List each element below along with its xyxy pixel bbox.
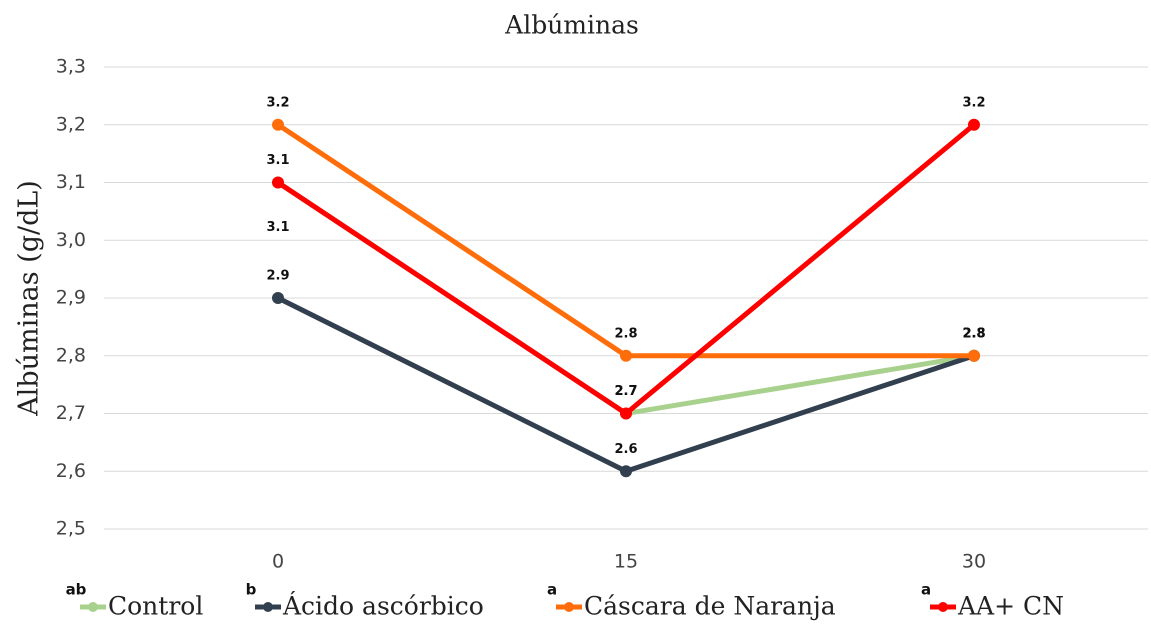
data-label: 3.2 [962,95,985,110]
y-tick-label: 3,3 [56,56,86,78]
chart-title: Albúminas [504,11,639,40]
legend-swatch-dot [88,602,98,612]
legend-superscript: a [921,581,931,599]
point [272,118,284,131]
data-label: 2.8 [614,326,637,341]
legend-label: AA+ CN [957,592,1064,621]
point [272,176,284,189]
y-tick-label: 3,2 [56,113,86,135]
data-label: 2.6 [614,442,637,457]
data-label: 2.7 [614,384,637,399]
y-tick-label: 3,1 [56,171,86,193]
legend-superscript: b [246,581,257,599]
x-tick-label: 0 [272,551,284,573]
x-tick-label: 30 [962,551,986,573]
legend-superscript: a [547,581,557,599]
legend-swatch-dot [564,602,574,612]
point [968,349,980,362]
legend-label: Cáscara de Naranja [584,592,836,621]
y-tick-label: 2,7 [56,402,86,424]
point [620,349,632,362]
data-label: 2.8 [962,326,985,341]
y-axis-label: Albúminas (g/dL) [14,180,45,417]
legend-swatch-dot [938,602,948,612]
y-tick-label: 3,0 [56,229,86,251]
legend-swatch-dot [263,602,273,612]
point [272,292,284,304]
y-tick-label: 2,6 [56,460,86,482]
data-label: 2.8 [962,326,985,341]
point [620,407,632,420]
legend-superscript: ab [66,581,87,599]
y-tick-label: 2,8 [56,344,86,366]
data-label: 3.1 [266,220,289,235]
data-label: 2.9 [266,269,289,284]
y-tick-label: 2,9 [56,287,86,309]
x-tick-label: 15 [614,551,638,573]
series-line [276,122,976,416]
legend-label: Control [108,592,203,621]
data-label: 3.1 [266,153,289,168]
data-label: 2.7 [614,384,637,399]
point [620,465,632,478]
legend-label: Ácido ascórbico [282,592,484,621]
y-tick-label: 2,5 [56,518,86,540]
data-label: 2.8 [962,326,985,341]
point [968,118,980,131]
data-label: 3.2 [266,95,289,110]
